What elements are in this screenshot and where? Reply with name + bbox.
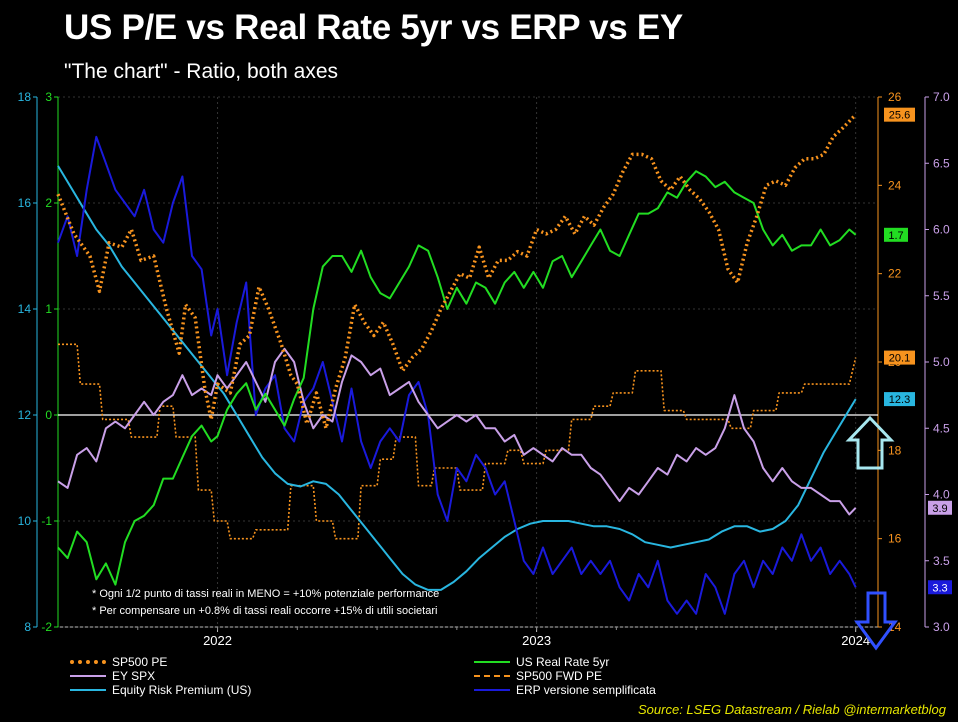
annotation-1: * Ogni 1/2 punto di tassi reali in MENO …: [92, 588, 440, 600]
legend-label: SP500 FWD PE: [516, 669, 603, 683]
right-outer-tick-label: 3.5: [933, 554, 950, 568]
legend-swatch: [474, 675, 510, 677]
right-outer-tick-label: 7.0: [933, 90, 950, 104]
right-outer-tick-label: 5.5: [933, 289, 950, 303]
right-outer-tick-label: 6.0: [933, 223, 950, 237]
left-outer-tick-label: 12: [18, 408, 32, 422]
legend-label: US Real Rate 5yr: [516, 655, 610, 669]
left-inner-tick-label: 2: [45, 196, 52, 210]
legend-swatch: [70, 675, 106, 677]
legend-swatch: [474, 661, 510, 663]
source-credit: Source: LSEG Datastream / Rielab @interm…: [638, 702, 946, 717]
legend-swatch: [70, 660, 106, 664]
right-inner-tick-label: 26: [888, 90, 902, 104]
last-value-badge: [928, 500, 952, 515]
right-outer-tick-label: 5.0: [933, 355, 950, 369]
left-outer-tick-label: 16: [18, 196, 32, 210]
legend-item-sp500-pe: SP500 PE: [70, 654, 167, 670]
sp500-pe-line: [56, 113, 857, 431]
left-inner-tick-label: 3: [45, 90, 52, 104]
left-outer-tick-label: 10: [18, 514, 32, 528]
legend-label: EY SPX: [112, 669, 156, 683]
right-outer-tick-label: 3.0: [933, 620, 950, 634]
last-value-badge: [928, 580, 952, 595]
legend-swatch: [70, 689, 106, 691]
up-arrow-icon: [845, 415, 895, 470]
left-inner-tick-label: -2: [41, 620, 52, 634]
chart-subtitle: "The chart" - Ratio, both axes: [64, 60, 339, 83]
legend-swatch: [474, 689, 510, 691]
legend-label: SP500 PE: [112, 655, 168, 669]
right-outer-tick-label: 4.0: [933, 488, 950, 502]
left-inner-tick-label: 1: [45, 302, 52, 316]
real-rate-line: [57, 170, 857, 586]
last-value-label: 3.3: [932, 582, 947, 594]
left-outer-tick-label: 14: [18, 302, 32, 316]
legend-item-ey-spx: EY SPX: [70, 668, 155, 684]
left-inner-tick-label: -1: [41, 514, 52, 528]
last-value-label: 1.7: [888, 230, 903, 242]
left-inner-tick-label: 0: [45, 408, 52, 422]
last-value-label: 25.6: [889, 110, 910, 122]
right-outer-tick-label: 4.5: [933, 421, 950, 435]
annotation-2: * Per compensare un +0.8% di tassi reali…: [92, 605, 438, 617]
last-value-badge: [884, 350, 915, 365]
last-value-badge: [884, 227, 908, 242]
x-tick-label: 2023: [522, 633, 551, 648]
ey-spx-line: [57, 347, 857, 516]
right-outer-tick-label: 6.5: [933, 156, 950, 170]
right-inner-tick-label: 16: [888, 532, 902, 546]
legend-item-real-rate: US Real Rate 5yr: [474, 654, 609, 670]
legend-item-erp: Equity Risk Premium (US): [70, 682, 251, 698]
last-value-badge: [884, 107, 915, 122]
sp500-fwd-pe-line: [58, 343, 857, 540]
last-value-label: 20.1: [889, 353, 910, 365]
x-tick-label: 2024: [841, 633, 870, 648]
last-value-label: 12.3: [889, 394, 910, 406]
chart-title: US P/E vs Real Rate 5yr vs ERP vs EY: [64, 8, 683, 47]
legend-item-fwd-pe: SP500 FWD PE: [474, 668, 602, 684]
down-arrow-icon: [854, 591, 898, 651]
right-inner-tick-label: 18: [888, 443, 902, 457]
last-value-label: 3.9: [932, 503, 947, 515]
legend-item-erp-simplified: ERP versione semplificata: [474, 682, 656, 698]
last-value-badge: [884, 392, 915, 407]
legend-label: Equity Risk Premium (US): [112, 683, 252, 697]
right-inner-tick-label: 22: [888, 267, 902, 281]
left-outer-tick-label: 8: [24, 620, 31, 634]
legend-label: ERP versione semplificata: [516, 683, 656, 697]
x-tick-label: 2022: [203, 633, 232, 648]
left-outer-tick-label: 18: [18, 90, 32, 104]
erp-simplified-line: [57, 135, 857, 615]
right-inner-tick-label: 24: [888, 178, 902, 192]
erp-line: [57, 165, 857, 591]
